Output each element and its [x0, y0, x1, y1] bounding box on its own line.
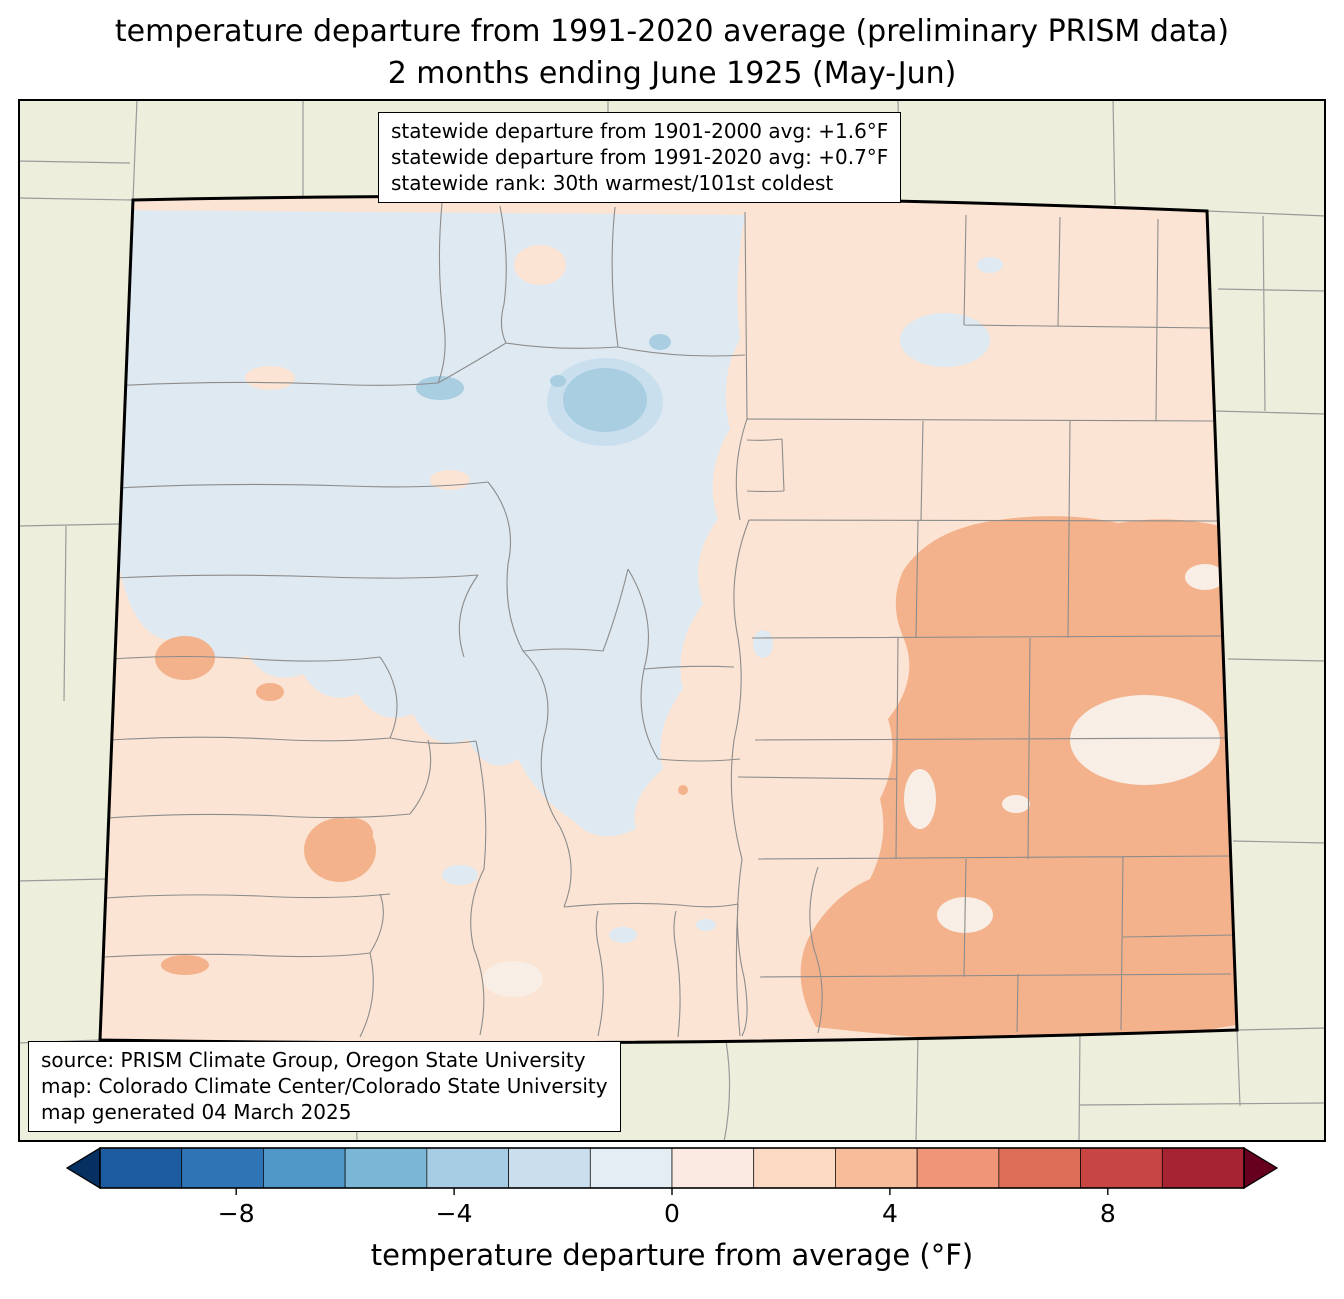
stats-box: statewide departure from 1901-2000 avg: … [378, 112, 902, 203]
map-frame [18, 99, 1326, 1142]
map-svg [18, 99, 1326, 1142]
colorbar-segment [1080, 1147, 1163, 1189]
colorbar-segment [1161, 1147, 1245, 1189]
colorbar: −8 −4 0 4 8 [65, 1146, 1279, 1233]
source-line: map generated 04 March 2025 [41, 1100, 352, 1124]
figure-title-line-2: 2 months ending June 1925 (May-Jun) [387, 56, 957, 91]
colorbar-arrow-right [1243, 1146, 1279, 1190]
colorbar-segment [753, 1147, 836, 1189]
stats-line: statewide departure from 1991-2020 avg: … [391, 145, 889, 169]
source-line: source: PRISM Climate Group, Oregon Stat… [41, 1048, 586, 1072]
colorbar-segment [426, 1147, 509, 1189]
colorbar-svg [65, 1146, 1279, 1195]
colorbar-tick-label: 0 [664, 1199, 680, 1228]
colorbar-tick-label: 8 [1099, 1199, 1116, 1228]
colorbar-arrow-left [65, 1146, 101, 1190]
near-zero-patches [483, 564, 1225, 997]
cool-small-patches [442, 257, 1003, 943]
colorbar-segment [263, 1147, 346, 1189]
colorbar-segment [835, 1147, 918, 1189]
warm-regions [155, 516, 1236, 1043]
figure-title-line-1: temperature departure from 1991-2020 ave… [114, 14, 1230, 49]
colorbar-segment [508, 1147, 591, 1189]
stats-line: statewide rank: 30th warmest/101st colde… [391, 171, 834, 195]
colorbar-segment [916, 1147, 1000, 1189]
cool-strong-patches [416, 334, 671, 432]
colorbar-segment [344, 1147, 428, 1189]
colorbar-tick-label: −8 [217, 1199, 255, 1228]
stats-line: statewide departure from 1901-2000 avg: … [391, 119, 889, 143]
colorbar-axis-label: temperature departure from average (°F) [370, 1238, 974, 1272]
source-box: source: PRISM Climate Group, Oregon Stat… [28, 1041, 621, 1132]
colorbar-segment [671, 1147, 755, 1189]
colorbar-segment [998, 1147, 1081, 1189]
colorbar-tick-labels: −8 −4 0 4 8 [66, 1199, 1278, 1233]
source-line: map: Colorado Climate Center/Colorado St… [41, 1074, 608, 1098]
colorbar-segment [589, 1147, 673, 1189]
map-area: statewide departure from 1901-2000 avg: … [18, 99, 1326, 1142]
county-boundaries [103, 202, 1235, 1038]
colorbar-tick-label: 4 [881, 1199, 898, 1228]
colorbar-segment [181, 1147, 264, 1189]
colorbar-tick-label: −4 [435, 1199, 473, 1228]
colorbar-segment [99, 1147, 183, 1189]
